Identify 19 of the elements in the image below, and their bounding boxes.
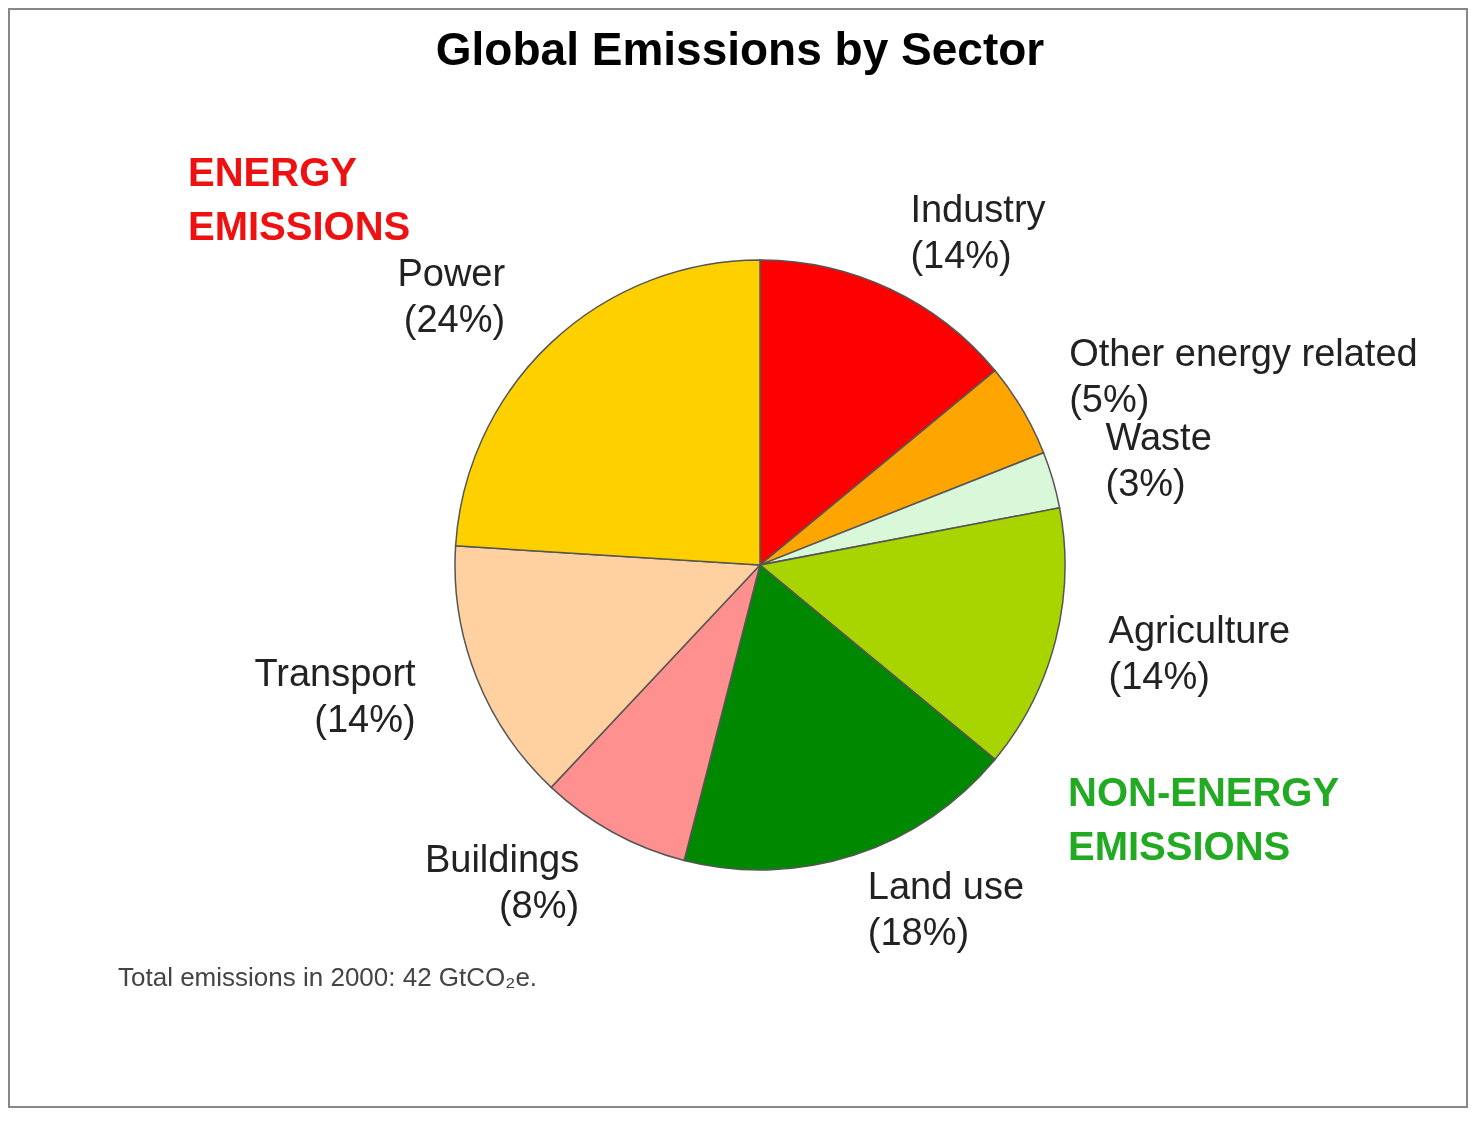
data-label: (24%) (403, 297, 506, 340)
slice-label: Industry (910, 187, 1046, 230)
data-label: (14%) (1108, 654, 1210, 697)
slice-label: Other energy related (1069, 332, 1418, 375)
text: Total emissions in 2000: 42 GtCO₂e. (118, 961, 539, 994)
slice-label: Transport (254, 652, 417, 695)
slice-label: Land use (867, 865, 1025, 908)
text: ENERGY EMISSIONS (188, 149, 412, 250)
data-label: (3%) (1105, 462, 1186, 505)
data-label: (5%) (1069, 378, 1150, 421)
slice-label: Agriculture (1108, 608, 1291, 651)
slice-label: Power (397, 251, 506, 294)
data-label: (14%) (910, 233, 1012, 276)
slice-label: Buildings (424, 837, 580, 880)
data-label: (14%) (314, 698, 416, 741)
data-label: (8%) (498, 883, 580, 926)
data-label: (18%) (867, 911, 970, 954)
text: NON-ENERGY EMISSIONS (1068, 769, 1340, 870)
chart-title: Global Emissions by Sector (434, 22, 1046, 76)
